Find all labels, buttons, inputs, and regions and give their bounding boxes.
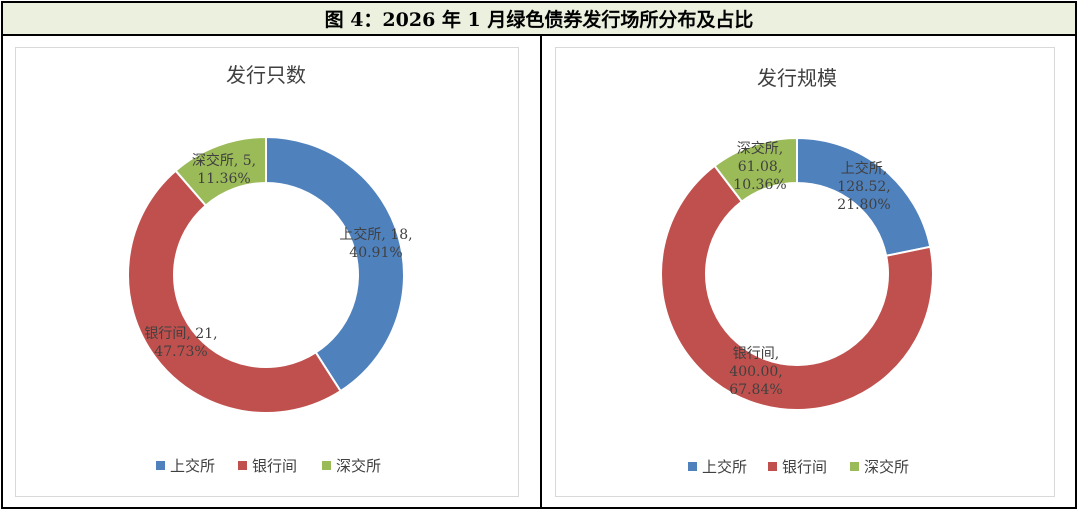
data-label-2: 银行间, 400.00, 67.84%: [729, 346, 782, 398]
chart-panel-count: 发行只数上交所, 18, 40.91% 银行间, 21, 47.73% 深交所, 5, 1…: [15, 47, 519, 497]
data-label-2: 银行间, 21, 47.73%: [144, 326, 217, 360]
chart-title: 发行只数: [226, 63, 306, 87]
legend-swatch-1: [688, 462, 697, 471]
legend-label-2: 银行间: [782, 458, 827, 476]
legend-label-2: 银行间: [252, 457, 297, 475]
legend-label-1: 上交所: [170, 457, 215, 475]
donut-slice-3: [174, 135, 267, 207]
legend-label-3: 深交所: [336, 457, 381, 475]
chart-panel-volume: 发行规模上交所, 128.52, 21.80% 银行间, 400.00, 67.84% 深交…: [555, 47, 1055, 497]
donut-slice-2: [127, 169, 342, 414]
data-label-1: 上交所, 128.52, 21.80%: [837, 160, 890, 213]
data-label-3: 深交所, 5, 11.36%: [192, 152, 256, 187]
legend-swatch-3: [850, 462, 859, 471]
donut-slice-2: [660, 164, 934, 411]
legend-swatch-1: [156, 461, 165, 470]
panel-divider: [540, 36, 542, 509]
donut-slice-3: [713, 136, 798, 204]
legend-label-3: 深交所: [864, 458, 909, 476]
legend-label-1: 上交所: [702, 458, 747, 476]
donut-slice-1: [265, 135, 405, 393]
data-label-3: 深交所, 61.08, 10.36%: [733, 140, 786, 193]
legend-swatch-2: [238, 461, 247, 470]
figure-title: 图 4：2026 年 1 月绿色债券发行场所分布及占比: [3, 3, 1075, 36]
data-label-1: 上交所, 18, 40.91%: [339, 226, 412, 261]
legend-swatch-3: [322, 461, 331, 470]
chart-title: 发行规模: [757, 66, 837, 90]
legend-swatch-2: [768, 462, 777, 471]
